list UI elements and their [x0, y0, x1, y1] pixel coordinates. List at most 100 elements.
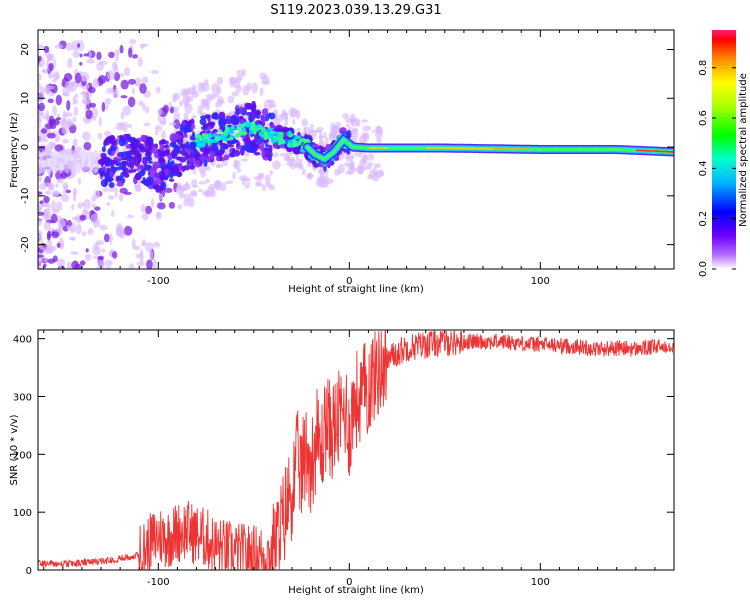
- heatmap-noise-blob: [197, 82, 206, 93]
- heatmap-noise-blob: [44, 190, 51, 196]
- spectrogram-xtick-label: 100: [531, 276, 550, 287]
- heatmap-band-blob: [102, 155, 108, 165]
- heatmap-band-blob: [297, 145, 301, 151]
- heatmap-band-blob: [235, 108, 241, 115]
- heatmap-peak-blob: [253, 130, 257, 135]
- heatmap-noise-blob: [208, 183, 217, 191]
- heatmap-band-blob: [253, 143, 261, 150]
- heatmap-noise-blob: [279, 153, 289, 157]
- heatmap-noise-blob: [262, 184, 266, 192]
- heatmap-noise-blob: [38, 254, 45, 258]
- heatmap-band-blob: [167, 159, 171, 167]
- heatmap-noise-blob: [179, 187, 185, 192]
- heatmap-band-blob: [123, 156, 128, 161]
- heatmap-noise-blob: [42, 209, 49, 220]
- heatmap-peak-blob: [251, 122, 256, 127]
- heatmap-noise-blob: [80, 77, 85, 82]
- heatmap-peak-blob: [271, 137, 277, 144]
- heatmap-noise-blob: [83, 199, 91, 210]
- heatmap-noise-blob: [118, 121, 125, 131]
- heatmap-band-blob: [155, 183, 160, 188]
- heatmap-noise-blob: [351, 128, 358, 133]
- snr-axes: -100 0 100 0 100 200 300 400: [13, 330, 675, 588]
- heatmap-band-blob: [110, 139, 117, 146]
- heatmap-noise-blob: [216, 76, 224, 85]
- heatmap-noise-blob: [366, 165, 372, 170]
- heatmap-band-blob: [195, 153, 202, 157]
- heatmap-band-blob: [151, 146, 159, 154]
- heatmap-noise-blob: [71, 216, 78, 221]
- heatmap-band-blob: [142, 156, 148, 166]
- heatmap-band-blob: [261, 108, 269, 116]
- heatmap-noise-blob: [82, 131, 91, 141]
- spectrogram-ytick-label: -20: [20, 236, 31, 252]
- heatmap-noise-blob: [47, 245, 57, 252]
- heatmap-noise-blob: [38, 112, 42, 123]
- spectrogram-data: [38, 38, 674, 269]
- heatmap-noise-blob: [73, 106, 79, 117]
- heatmap-peak-blob: [194, 134, 200, 139]
- heatmap-noise-blob: [183, 88, 192, 95]
- heatmap-noise-blob: [93, 190, 101, 199]
- heatmap-haze: [45, 149, 54, 174]
- heatmap-noise-blob: [263, 99, 273, 111]
- heatmap-noise-blob: [70, 251, 79, 256]
- heatmap-band-blob: [261, 115, 266, 125]
- heatmap-noise-blob: [38, 229, 43, 239]
- heatmap-band-blob: [117, 175, 124, 181]
- heatmap-band-blob: [223, 154, 230, 161]
- heatmap-noise-blob: [366, 153, 375, 161]
- heatmap-noise-blob: [183, 112, 189, 118]
- heatmap-noise-blob: [154, 130, 159, 136]
- colorbar: 0.0 0.2 0.4 0.6 0.8 Normalized spectral ampl…: [698, 30, 749, 277]
- heatmap-noise-blob: [173, 119, 181, 129]
- heatmap-noise-blob: [145, 205, 153, 215]
- heatmap-band-blob: [211, 112, 219, 120]
- heatmap-band-blob: [177, 171, 182, 178]
- heatmap-peak-blob: [260, 127, 266, 132]
- spectrogram-ytick-label: -10: [20, 188, 31, 204]
- heatmap-noise-blob: [272, 152, 279, 158]
- heatmap-noise-blob: [179, 100, 183, 107]
- heatmap-band-blob: [179, 143, 186, 149]
- heatmap-band-blob: [160, 138, 166, 145]
- heatmap-noise-blob: [79, 260, 86, 266]
- heatmap-noise-blob: [345, 171, 353, 175]
- heatmap-noise-blob: [76, 40, 85, 52]
- heatmap-noise-blob: [50, 213, 58, 224]
- snr-xtick-label: 0: [346, 577, 352, 588]
- heatmap-band-blob: [124, 167, 129, 176]
- heatmap-noise-blob: [141, 239, 147, 247]
- snr-panel: -100 0 100 0 100 200 300 400 Height of straight…: [9, 329, 675, 596]
- heatmap-band-blob: [115, 176, 120, 181]
- heatmap-peak-blob: [239, 123, 245, 128]
- heatmap-band-blob: [101, 146, 106, 153]
- heatmap-noise-blob: [72, 50, 80, 58]
- heatmap-band-blob: [209, 150, 215, 159]
- heatmap-noise-blob: [337, 170, 341, 175]
- heatmap-noise-blob: [211, 83, 220, 94]
- heatmap-peak-blob: [267, 132, 274, 138]
- heatmap-noise-blob: [173, 112, 181, 122]
- heatmap-noise-blob: [40, 128, 47, 134]
- heatmap-noise-blob: [88, 50, 92, 59]
- heatmap-band-blob: [244, 135, 251, 140]
- heatmap-noise-blob: [97, 255, 105, 260]
- heatmap-band-blob: [339, 127, 347, 136]
- heatmap-noise-blob: [72, 116, 77, 123]
- heatmap-noise-blob: [47, 54, 53, 61]
- heatmap-noise-blob: [164, 187, 173, 193]
- heatmap-peak-blob: [218, 129, 223, 133]
- heatmap-noise-blob: [74, 72, 82, 84]
- heatmap-noise-blob: [150, 198, 155, 208]
- colorbar-tick-label: 0.0: [698, 261, 709, 277]
- heatmap-noise-blob: [296, 127, 301, 132]
- heatmap-noise-blob: [349, 160, 355, 171]
- heatmap-band-blob: [179, 156, 187, 163]
- heatmap-noise-blob: [188, 197, 195, 208]
- heatmap-noise-blob: [240, 158, 249, 162]
- heatmap-noise-blob: [73, 99, 79, 105]
- heatmap-peak-blob: [201, 141, 207, 146]
- heatmap-noise-blob: [191, 184, 199, 188]
- heatmap-noise-blob: [375, 170, 384, 178]
